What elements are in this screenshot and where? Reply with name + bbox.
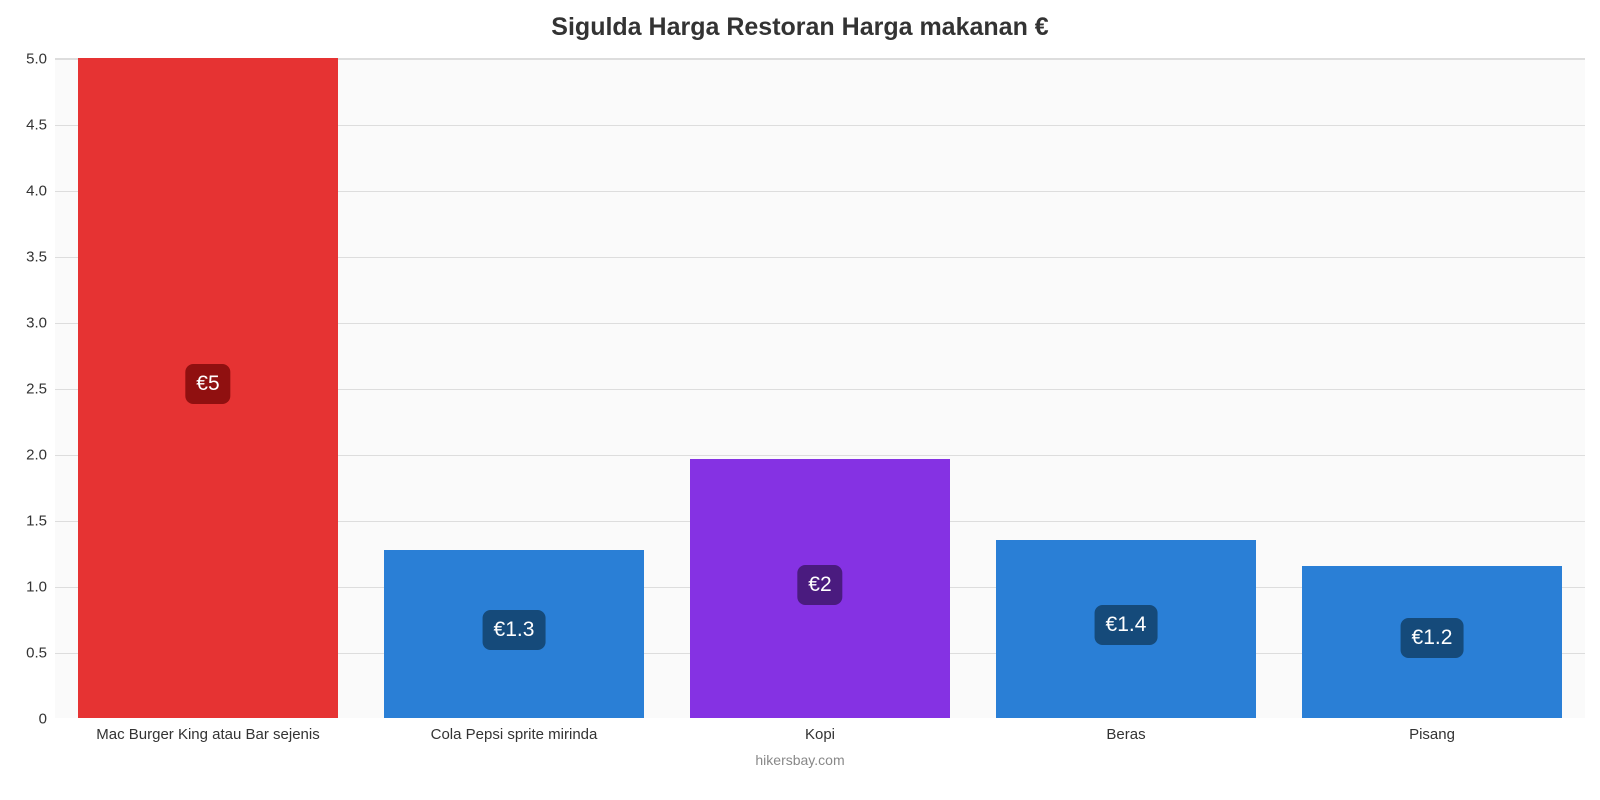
x-tick-label: Mac Burger King atau Bar sejenis: [96, 726, 319, 743]
bar: €5: [78, 58, 338, 718]
plot-area: 00.51.01.52.02.53.03.54.04.55.0€5Mac Bur…: [55, 58, 1585, 718]
y-tick-label: 0: [39, 711, 47, 728]
bar: €2: [690, 459, 950, 718]
x-tick-label: Beras: [1106, 726, 1145, 743]
bar-value-label: €1.2: [1401, 618, 1464, 658]
y-tick-label: 0.5: [26, 645, 47, 662]
x-tick-label: Pisang: [1409, 726, 1455, 743]
y-tick-label: 1.5: [26, 513, 47, 530]
bar-value-label: €2: [797, 565, 842, 605]
y-tick-label: 2.5: [26, 381, 47, 398]
bar: €1.4: [996, 540, 1256, 718]
y-tick-label: 3.5: [26, 249, 47, 266]
y-tick-label: 3.0: [26, 315, 47, 332]
y-tick-label: 5.0: [26, 51, 47, 68]
bar: €1.3: [384, 550, 644, 718]
chart-title: Sigulda Harga Restoran Harga makanan €: [0, 0, 1600, 54]
bar-value-label: €1.4: [1095, 605, 1158, 645]
y-tick-label: 2.0: [26, 447, 47, 464]
y-tick-label: 1.0: [26, 579, 47, 596]
y-tick-label: 4.0: [26, 183, 47, 200]
chart-footer: hikersbay.com: [755, 752, 844, 768]
bar-value-label: €5: [185, 364, 230, 404]
x-tick-label: Kopi: [805, 726, 835, 743]
x-tick-label: Cola Pepsi sprite mirinda: [431, 726, 598, 743]
bar: €1.2: [1302, 566, 1562, 718]
chart-container: Sigulda Harga Restoran Harga makanan € 0…: [0, 0, 1600, 800]
bar-value-label: €1.3: [483, 610, 546, 650]
y-tick-label: 4.5: [26, 117, 47, 134]
